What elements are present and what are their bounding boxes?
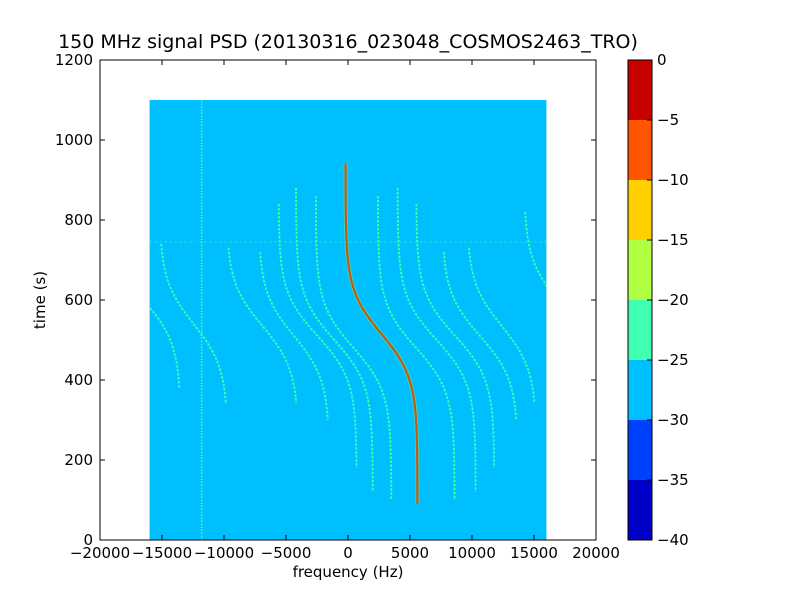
doppler-track (314, 196, 393, 500)
doppler-track-halo (343, 164, 420, 504)
colorbar-band (628, 240, 652, 300)
heatmap-background (149, 100, 547, 540)
doppler-track (227, 247, 298, 404)
colorbar-band (628, 480, 652, 540)
doppler-track (468, 247, 536, 404)
doppler-track (149, 305, 181, 389)
x-tick-label: 5000 (391, 544, 429, 562)
colorbar-tick-label: −15 (657, 231, 689, 249)
x-tick-label: −5000 (261, 544, 312, 562)
y-tick-label: 800 (64, 211, 93, 229)
doppler-track (524, 212, 547, 287)
x-tick-label: −10000 (194, 544, 254, 562)
x-tick-label: 20000 (572, 544, 620, 562)
colorbar-band (628, 180, 652, 240)
colorbar-tick-label: −25 (657, 351, 689, 369)
colorbar-tick-label: −40 (657, 531, 689, 549)
chart-title: 150 MHz signal PSD (20130316_023048_COSM… (58, 31, 638, 53)
colorbar-tick-label: 0 (657, 51, 667, 69)
colorbar-band (628, 60, 652, 120)
doppler-track (415, 204, 496, 468)
x-tick-label: −15000 (132, 544, 192, 562)
colorbar-band (628, 360, 652, 420)
colorbar-tick-label: −10 (657, 171, 689, 189)
colorbar-tick-label: −35 (657, 471, 689, 489)
x-tick-label: 15000 (510, 544, 558, 562)
y-axis: 0 200 400 600 800 1000 1200 (55, 51, 596, 549)
doppler-track (344, 164, 419, 504)
colorbar-tick-label: −20 (657, 291, 689, 309)
y-tick-label: 400 (64, 371, 93, 389)
doppler-track (295, 188, 374, 492)
plot-area (149, 100, 547, 540)
x-axis-label: frequency (Hz) (293, 563, 404, 581)
colorbar: 0 −5 −10 −15 −20 −25 −30 −35 −40 (627, 51, 689, 549)
x-tick-label: −20000 (70, 544, 130, 562)
trace-group (149, 100, 547, 540)
colorbar-band (628, 120, 652, 180)
x-tick-label: 0 (343, 544, 353, 562)
y-tick-label: 0 (83, 531, 93, 549)
doppler-track (396, 188, 477, 492)
doppler-track (160, 243, 227, 405)
colorbar-band (628, 420, 652, 480)
doppler-track (259, 251, 329, 421)
doppler-track (277, 204, 358, 468)
colorbar-tick-label: −30 (657, 411, 689, 429)
y-tick-label: 1200 (55, 51, 93, 69)
colorbar-band (628, 300, 652, 360)
doppler-track (376, 196, 456, 500)
y-tick-label: 1000 (55, 131, 93, 149)
y-tick-label: 200 (64, 451, 93, 469)
y-axis-label: time (s) (31, 271, 49, 329)
x-axis: −20000 −15000 −10000 −5000 0 5000 10000 15000 20… (70, 60, 620, 562)
y-tick-label: 600 (64, 291, 93, 309)
x-tick-label: 10000 (448, 544, 496, 562)
colorbar-tick-label: −5 (657, 111, 679, 129)
doppler-track (443, 251, 518, 421)
